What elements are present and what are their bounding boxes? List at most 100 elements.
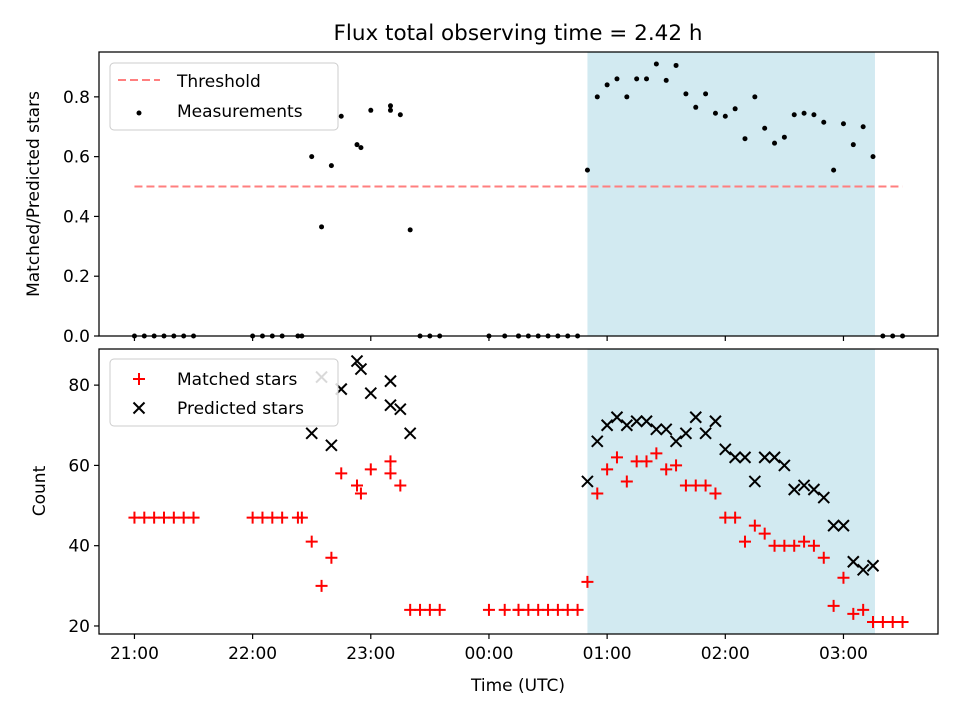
- predicted-star-marker: [837, 519, 850, 532]
- matched-star-marker: [571, 603, 584, 616]
- predicted-star-marker: [807, 483, 821, 496]
- matched-star-marker: [709, 487, 722, 500]
- measurement-point: [368, 107, 374, 113]
- measurement-point: [850, 142, 856, 148]
- predicted-star-marker: [669, 435, 683, 448]
- predicted-star-marker: [738, 451, 752, 464]
- predicted-star-marker: [728, 451, 742, 464]
- measurement-point: [397, 112, 403, 118]
- top-axes-frame: [98, 51, 939, 337]
- matched-star-marker: [817, 551, 830, 564]
- measurement-point: [811, 112, 817, 118]
- matched-star-marker: [384, 467, 397, 480]
- x-tick-label: 22:00: [228, 644, 277, 664]
- bottom-y-axis-label: Count: [30, 465, 50, 516]
- top-y-tick-label: 0.6: [63, 148, 90, 168]
- predicted-star-marker: [817, 491, 830, 504]
- predicted-star-marker: [827, 519, 840, 532]
- matched-star-marker: [394, 479, 407, 492]
- predicted-star-marker: [748, 475, 762, 488]
- predicted-star-marker: [394, 403, 407, 416]
- measurement-point: [703, 91, 709, 97]
- matched-star-marker: [325, 551, 338, 564]
- matched-star-marker: [758, 527, 771, 540]
- predicted-star-marker: [699, 427, 712, 440]
- predicted-star-marker: [591, 435, 604, 448]
- predicted-star-marker: [768, 451, 781, 464]
- x-tick-label: 03:00: [819, 644, 868, 664]
- measurement-point: [673, 62, 679, 68]
- matched-star-marker: [896, 615, 909, 628]
- matched-star-marker: [295, 511, 308, 524]
- matched-star-marker: [748, 519, 761, 532]
- predicted-star-marker: [630, 415, 643, 428]
- matched-star-marker: [837, 571, 850, 584]
- predicted-star-marker: [384, 398, 397, 412]
- measurement-point: [781, 134, 787, 140]
- matched-star-marker: [384, 455, 397, 468]
- measurement-point: [693, 104, 699, 110]
- predicted-star-marker: [650, 423, 663, 436]
- measurement-point: [584, 167, 590, 173]
- predicted-star-marker: [797, 479, 811, 492]
- matched-star-marker: [351, 479, 364, 492]
- matched-star-marker: [498, 603, 511, 616]
- matched-star-marker: [788, 539, 801, 552]
- measurement-point: [634, 76, 640, 82]
- predicted-star-marker: [403, 427, 417, 440]
- legend-measurements-label: Measurements: [177, 102, 303, 122]
- top-panel: 0.00.20.40.60.8 Matched/Predicted stars …: [24, 51, 939, 347]
- top-y-tick-label: 0.8: [63, 88, 90, 108]
- top-observing-window: [587, 52, 875, 336]
- measurement-point: [663, 77, 669, 83]
- matched-star-marker: [276, 511, 289, 524]
- legend-matched-label: Matched stars: [177, 370, 297, 390]
- matched-star-marker: [847, 607, 860, 620]
- bottom-y-tick-label: 60: [68, 456, 90, 476]
- measurement-point: [683, 91, 689, 97]
- measurement-point: [387, 107, 393, 113]
- matched-star-marker: [827, 599, 840, 612]
- matched-star-marker: [354, 487, 367, 500]
- matched-star-marker: [187, 511, 200, 524]
- matched-star-marker: [581, 575, 594, 588]
- measurement-point: [653, 61, 659, 67]
- measurement-point: [614, 76, 620, 82]
- predicted-star-marker: [778, 459, 791, 472]
- top-y-axis-label: Matched/Predicted stars: [24, 91, 44, 297]
- bottom-axes-frame: [98, 348, 939, 635]
- predicted-star-marker: [325, 439, 338, 452]
- measurement-point: [801, 110, 807, 116]
- matched-star-marker: [857, 603, 870, 616]
- measurement-point: [594, 94, 600, 100]
- matched-stars-points: [128, 447, 909, 628]
- measurement-point: [338, 113, 344, 119]
- predicted-star-marker: [354, 362, 368, 376]
- predicted-star-marker: [689, 411, 702, 424]
- measurement-point: [644, 76, 650, 82]
- predicted-star-marker: [660, 423, 673, 436]
- predicted-star-marker: [620, 419, 634, 432]
- bottom-y-tick-label: 20: [68, 617, 90, 637]
- measurement-point: [624, 94, 630, 100]
- measurement-point: [831, 167, 837, 173]
- matched-star-marker: [591, 487, 604, 500]
- x-tick-label: 00:00: [464, 644, 513, 664]
- matched-star-marker: [670, 459, 683, 472]
- measurement-point: [722, 113, 728, 119]
- measurement-point: [762, 125, 768, 131]
- measurement-point: [387, 103, 393, 109]
- matched-star-marker: [699, 479, 712, 492]
- matched-star-marker: [650, 447, 663, 460]
- measurement-point: [772, 140, 778, 146]
- x-tick-label: 21:00: [110, 644, 159, 664]
- figure-title: Flux total observing time = 2.42 h: [334, 21, 703, 46]
- measurement-point: [309, 154, 315, 160]
- predicted-star-marker: [847, 555, 860, 568]
- legend-matched-swatch: [133, 373, 145, 385]
- measurement-point: [860, 124, 866, 130]
- observing-window-span: [587, 349, 875, 634]
- top-y-tick-label: 0.0: [63, 327, 90, 347]
- top-y-tick-label: 0.2: [63, 267, 90, 287]
